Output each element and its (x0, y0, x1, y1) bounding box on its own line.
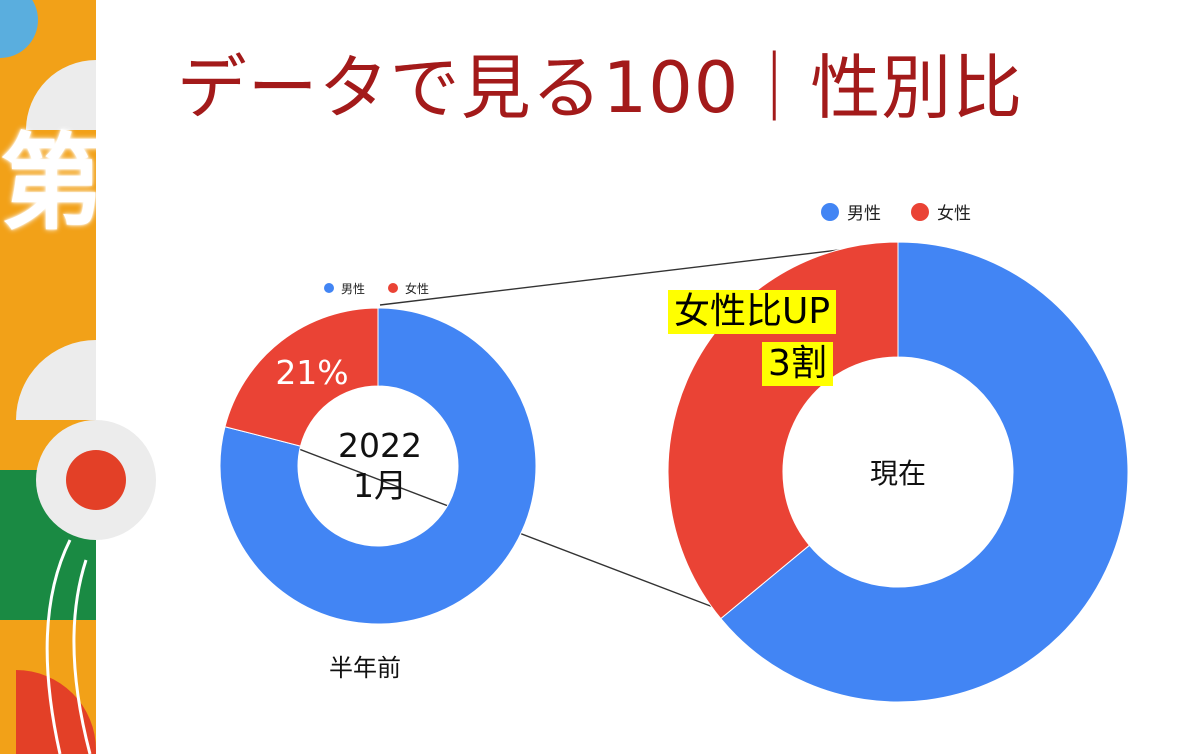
donut-slice-male (720, 241, 1129, 703)
page-title: データで見る100｜性別比 (176, 47, 1024, 129)
legend-female-swatch (388, 283, 398, 293)
center-label-current: 現在 (870, 457, 926, 490)
donut-slice-male (219, 307, 537, 625)
decorative-strip (0, 0, 156, 754)
donut-slice-female (224, 307, 379, 447)
ghost-heading: 第100回学級通信 (0, 122, 620, 244)
connector-line-top (379, 242, 898, 306)
legend-right: 男性 女性 (821, 203, 971, 224)
donut-chart-current (667, 241, 1129, 703)
legend-male-swatch (324, 283, 334, 293)
slice-label-female: 21% (275, 353, 348, 392)
legend-male-label: 男性 (341, 282, 365, 296)
legend-female-label: 女性 (405, 281, 429, 296)
legend-male-swatch (821, 203, 839, 221)
annotation-female-up: 女性比UP (668, 290, 837, 334)
donut-chart-2022 (219, 307, 537, 625)
caption-half-year-ago: 半年前 (329, 654, 401, 682)
center-label-year: 2022 (338, 426, 422, 465)
legend-female-label: 女性 (937, 204, 971, 224)
center-label-month: 1月 (353, 466, 407, 505)
donut-slice-female (667, 241, 899, 620)
annotation-30-percent: 3割 (762, 342, 833, 386)
legend-female-swatch (911, 203, 929, 221)
legend-male-label: 男性 (847, 204, 881, 224)
legend-left: 男性 女性 (324, 281, 429, 296)
